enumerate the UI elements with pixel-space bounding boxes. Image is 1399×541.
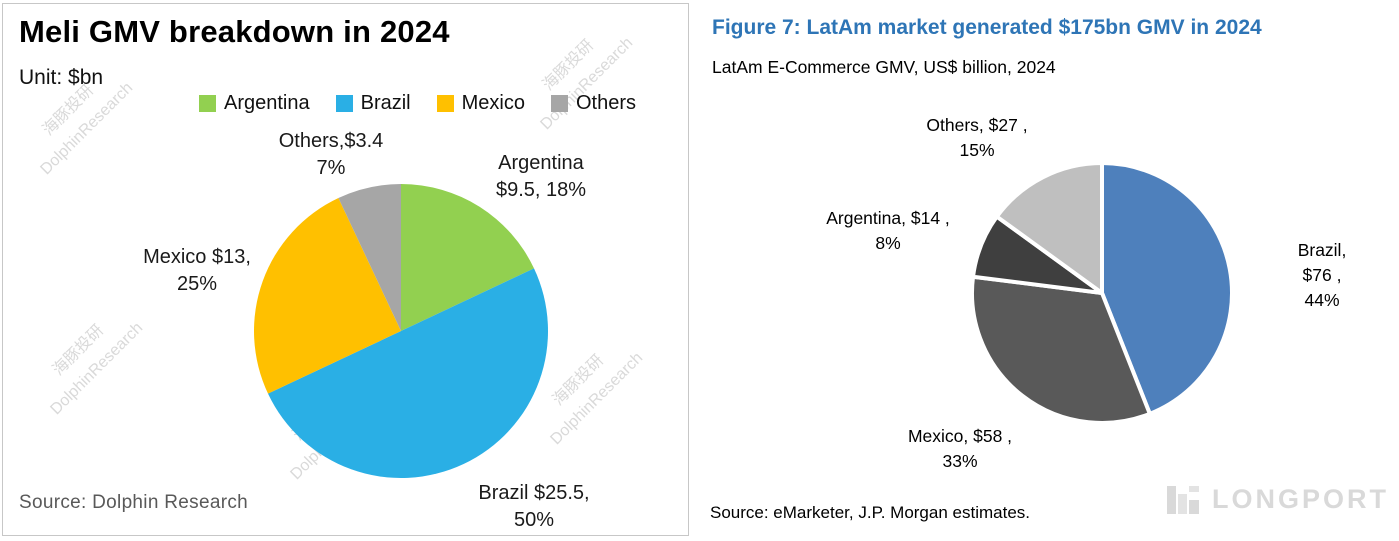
longport-logo-icon [1167, 485, 1199, 514]
slice-label-argentina: Argentina $9.5, 18% [495, 152, 587, 201]
left-chart-title: Meli GMV breakdown in 2024 [19, 14, 450, 49]
legend-label-others: Others [575, 92, 637, 114]
longport-logo: LONGPORT [1166, 484, 1389, 515]
slice-label-mexico: Mexico $13, 25% [143, 246, 251, 295]
right-chart-title: Figure 7: LatAm market generated $175bn … [712, 16, 1262, 39]
legend-item-argentina: Argentina [198, 92, 310, 115]
slice-label-argentina: Argentina, $14 , 8% [826, 208, 950, 253]
pie-slice-brazil [267, 268, 548, 478]
pie-slice-argentina [401, 184, 535, 331]
legend-item-brazil: Brazil [335, 92, 411, 115]
legend-swatch-others [550, 95, 568, 112]
pie-slice-mexico [253, 197, 401, 394]
slice-label-brazil: Brazil, $76 , 44% [1297, 240, 1347, 310]
legend-swatch-argentina [198, 95, 216, 112]
slice-label-others: Others, $27 , 15% [926, 115, 1028, 160]
legend-item-mexico: Mexico [436, 92, 525, 115]
pie-slice-others [994, 160, 1104, 297]
latam-gmv-chart-panel: Figure 7: LatAm market generated $175bn … [700, 0, 1399, 541]
meli-gmv-chart-panel: 海豚投研 DolphinResearch 海豚投研 DolphinResearc… [2, 3, 689, 536]
left-chart-source: Source: Dolphin Research [19, 492, 248, 513]
right-chart-source: Source: eMarketer, J.P. Morgan estimates… [710, 503, 1030, 522]
legend-label-brazil: Brazil [360, 92, 411, 114]
left-chart-unit-label: Unit: $bn [19, 66, 104, 89]
pie-slice-others [338, 184, 401, 331]
legend-label-mexico: Mexico [461, 92, 525, 114]
slice-label-brazil: Brazil $25.5, 50% [478, 482, 590, 531]
latam-gmv-pie-chart [970, 160, 1234, 425]
left-chart-legend: Argentina Brazil Mexico Others [153, 92, 682, 115]
legend-swatch-brazil [335, 95, 353, 112]
meli-gmv-pie-chart [253, 184, 548, 478]
right-chart-subtitle: LatAm E-Commerce GMV, US$ billion, 2024 [712, 57, 1056, 77]
slice-label-mexico: Mexico, $58 , 33% [907, 426, 1013, 471]
legend-swatch-mexico [436, 95, 454, 112]
legend-item-others: Others [550, 92, 637, 115]
legend-label-argentina: Argentina [223, 92, 310, 114]
pie-slice-brazil [1100, 160, 1234, 417]
longport-logo-text: LONGPORT [1212, 484, 1389, 514]
pie-slice-mexico [970, 274, 1153, 425]
slice-label-others: Others,$3.4 7% [278, 130, 384, 179]
